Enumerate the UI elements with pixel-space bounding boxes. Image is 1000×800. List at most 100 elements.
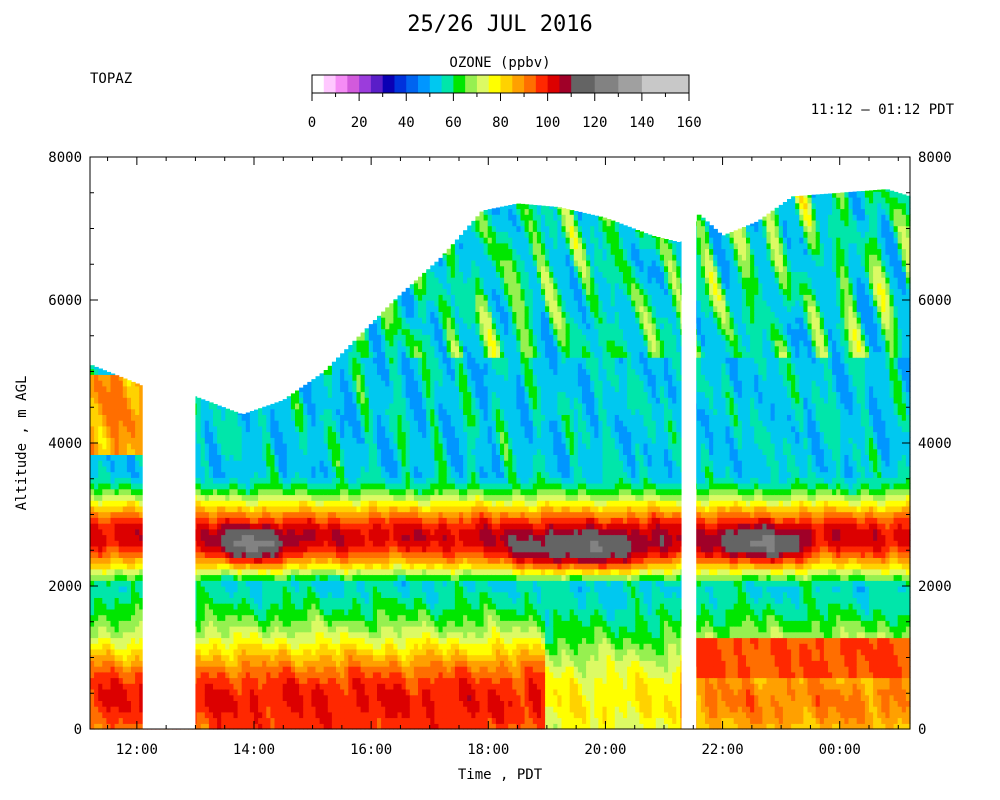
heatmap-cell bbox=[196, 431, 202, 438]
heatmap-cell bbox=[413, 443, 419, 450]
heatmap-cell bbox=[413, 700, 419, 707]
heatmap-cell bbox=[225, 546, 230, 553]
heatmap-cell bbox=[405, 397, 411, 404]
heatmap-cell bbox=[323, 706, 329, 713]
heatmap-cell bbox=[401, 689, 407, 696]
heatmap-cell bbox=[344, 374, 349, 381]
heatmap-cell bbox=[237, 706, 243, 713]
heatmap-cell bbox=[102, 643, 107, 650]
heatmap-cell bbox=[311, 574, 317, 581]
heatmap-cell bbox=[200, 620, 206, 627]
heatmap-cell bbox=[200, 511, 206, 518]
heatmap-cell bbox=[352, 717, 358, 724]
heatmap-cell bbox=[315, 380, 321, 387]
heatmap-cell bbox=[270, 580, 276, 587]
heatmap-cell bbox=[221, 454, 226, 461]
heatmap-cell bbox=[364, 403, 370, 410]
heatmap-cell bbox=[122, 620, 128, 627]
heatmap-cell bbox=[249, 414, 255, 421]
heatmap-cell bbox=[381, 488, 386, 496]
heatmap-cell bbox=[131, 397, 136, 404]
heatmap-cell bbox=[114, 431, 120, 438]
heatmap-cell bbox=[377, 648, 382, 656]
heatmap-cell bbox=[393, 305, 399, 312]
heatmap-cell bbox=[122, 660, 128, 667]
heatmap-cell bbox=[307, 460, 312, 467]
heatmap-cell bbox=[286, 586, 292, 593]
heatmap-cell bbox=[126, 483, 132, 490]
heatmap-cell bbox=[381, 711, 386, 719]
heatmap-cell bbox=[356, 711, 362, 719]
heatmap-cell bbox=[389, 534, 394, 541]
heatmap-cell bbox=[286, 643, 292, 650]
heatmap-cell bbox=[225, 626, 230, 633]
heatmap-cell bbox=[356, 523, 362, 530]
heatmap-cell bbox=[98, 620, 103, 627]
heatmap-cell bbox=[135, 408, 140, 415]
heatmap-cell bbox=[336, 511, 341, 518]
heatmap-cell bbox=[241, 648, 247, 656]
heatmap-cell bbox=[307, 683, 312, 690]
heatmap-cell bbox=[139, 671, 144, 679]
heatmap-cell bbox=[126, 637, 132, 644]
heatmap-cell bbox=[340, 557, 345, 564]
heatmap-cell bbox=[352, 683, 358, 690]
heatmap-cell bbox=[196, 711, 202, 719]
heatmap-cell bbox=[233, 723, 239, 730]
heatmap-cell bbox=[389, 608, 394, 616]
heatmap-cell bbox=[372, 643, 378, 650]
heatmap-cell bbox=[290, 677, 296, 684]
heatmap-cell bbox=[229, 677, 235, 684]
heatmap-cell bbox=[221, 540, 226, 547]
heatmap-cell bbox=[344, 380, 349, 387]
heatmap-cell bbox=[389, 448, 394, 455]
heatmap-cell bbox=[90, 391, 95, 398]
heatmap-cell bbox=[200, 546, 206, 553]
heatmap-cell bbox=[110, 540, 116, 547]
heatmap-cell bbox=[106, 505, 112, 513]
heatmap-cell bbox=[401, 465, 407, 473]
heatmap-cell bbox=[258, 711, 263, 719]
heatmap-cell bbox=[372, 322, 378, 330]
heatmap-cell bbox=[340, 414, 345, 421]
heatmap-cell bbox=[217, 568, 222, 576]
heatmap-cell bbox=[327, 448, 333, 455]
heatmap-cell bbox=[299, 683, 304, 690]
heatmap-cell bbox=[307, 546, 312, 553]
heatmap-cell bbox=[356, 683, 362, 690]
heatmap-cell bbox=[299, 608, 304, 616]
heatmap-cell bbox=[401, 351, 407, 358]
heatmap-cell bbox=[196, 574, 202, 581]
heatmap-cell bbox=[200, 505, 206, 513]
heatmap-cell bbox=[225, 517, 230, 524]
heatmap-cell bbox=[249, 597, 255, 604]
heatmap-cell bbox=[266, 706, 271, 713]
heatmap-cell bbox=[196, 397, 202, 404]
heatmap-cell bbox=[385, 586, 390, 593]
heatmap-cell bbox=[110, 523, 116, 530]
heatmap-cell bbox=[225, 580, 230, 587]
heatmap-cell bbox=[397, 689, 403, 696]
heatmap-cell bbox=[389, 317, 394, 324]
heatmap-cell bbox=[221, 597, 226, 604]
heatmap-cell bbox=[139, 689, 144, 696]
heatmap-cell bbox=[393, 414, 399, 421]
heatmap-cell bbox=[229, 505, 235, 513]
heatmap-cell bbox=[213, 404, 218, 410]
heatmap-cell bbox=[340, 397, 345, 404]
heatmap-cell bbox=[323, 563, 329, 570]
heatmap-cell bbox=[377, 328, 382, 335]
heatmap-cell bbox=[241, 717, 247, 724]
heatmap-cell bbox=[221, 563, 226, 570]
heatmap-cell bbox=[213, 540, 218, 547]
heatmap-cell bbox=[377, 671, 382, 679]
heatmap-cell bbox=[360, 711, 366, 719]
heatmap-cell bbox=[254, 586, 259, 593]
heatmap-cell bbox=[344, 349, 349, 353]
heatmap-cell bbox=[356, 637, 362, 644]
heatmap-cell bbox=[266, 648, 271, 656]
heatmap-cell bbox=[385, 671, 390, 679]
heatmap-cell bbox=[364, 666, 370, 673]
heatmap-cell bbox=[254, 431, 259, 438]
heatmap-cell bbox=[352, 580, 358, 587]
